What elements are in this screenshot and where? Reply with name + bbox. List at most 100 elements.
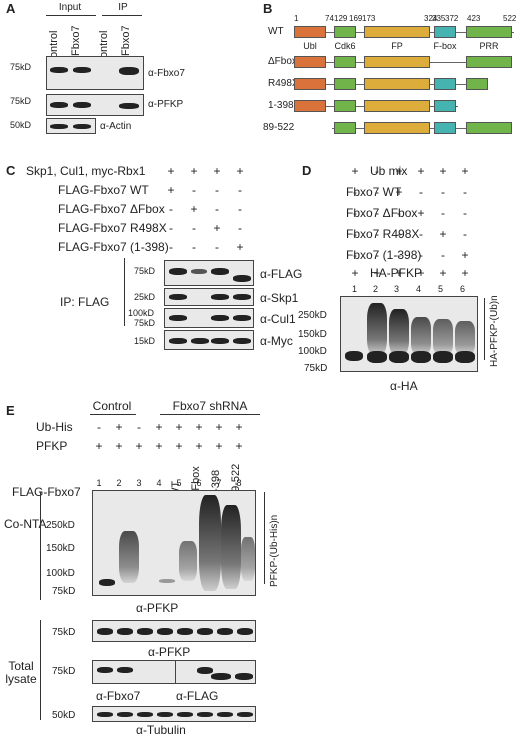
condition-sign: + — [190, 202, 198, 216]
western-blot-flag — [164, 260, 254, 286]
condition-sign: - — [375, 227, 379, 241]
condition-sign: + — [439, 164, 447, 178]
input-label: Input — [58, 2, 82, 13]
mw-marker: 75kD — [52, 586, 76, 597]
residue-position: 74 — [325, 14, 334, 23]
antibody-label: α-HA — [390, 379, 418, 393]
condition-sign: + — [351, 266, 359, 280]
condition-sign: + — [395, 266, 403, 280]
mw-marker: 25kD — [134, 292, 156, 302]
condition-label: FLAG-Fbxo7 — [12, 485, 81, 499]
mw-marker: 150kD — [46, 543, 75, 554]
mw-marker: 75kD — [52, 627, 76, 638]
domain-label: FP — [391, 41, 403, 51]
lane-number: 5 — [176, 478, 182, 488]
ubl-domain — [294, 78, 326, 90]
conta-bracket — [40, 492, 41, 600]
fbox-domain — [434, 78, 456, 90]
condition-sign: - — [238, 202, 242, 216]
fbox-domain — [434, 100, 456, 112]
condition-label: Ub mix — [370, 164, 408, 178]
condition-sign: + — [175, 420, 183, 434]
lane-number: 5 — [438, 284, 444, 294]
total-lysate-bracket — [40, 620, 41, 720]
condition-sign: + — [195, 439, 203, 453]
prr-domain — [466, 56, 512, 68]
antibody-label: α-Tubulin — [136, 723, 186, 737]
fp-domain — [364, 122, 430, 134]
condition-sign: - — [441, 185, 445, 199]
condition-sign: - — [238, 221, 242, 235]
condition-sign: + — [95, 439, 103, 453]
lane-number: 3 — [136, 478, 142, 488]
antibody-label: α-Actin — [100, 121, 132, 132]
ip-bracket — [124, 258, 125, 326]
conta-label: Co-NTA — [4, 517, 47, 531]
residue-position: 169 — [349, 14, 363, 23]
condition-sign: + — [235, 439, 243, 453]
lane-number: 4 — [156, 478, 162, 488]
condition-label: Skp1, Cul1, myc-Rbx1 — [26, 164, 146, 178]
condition-sign: + — [155, 439, 163, 453]
mw-marker: 75kD — [304, 363, 328, 374]
condition-sign: + — [236, 240, 244, 254]
condition-sign: + — [417, 206, 425, 220]
condition-sign: + — [215, 439, 223, 453]
western-blot-ha — [340, 296, 478, 372]
ub-bracket — [484, 298, 485, 360]
lane-number: 3 — [394, 284, 400, 294]
ubiquitinated-label: HA-PFKP-(Ub)n — [489, 295, 500, 367]
mw-marker: 150kD — [298, 329, 327, 340]
condition-label: Fbxo7 WT — [346, 185, 402, 199]
cdk6-domain — [334, 122, 356, 134]
condition-sign: + — [213, 164, 221, 178]
condition-sign: + — [115, 420, 123, 434]
condition-sign: + — [461, 248, 469, 262]
condition-sign: - — [215, 240, 219, 254]
fp-domain — [364, 78, 430, 90]
input-underline — [46, 15, 96, 16]
condition-sign: + — [373, 266, 381, 280]
antibody-label: α-Cul1 — [260, 312, 296, 326]
condition-sign: - — [169, 202, 173, 216]
ubl-domain — [294, 56, 326, 68]
lane-number: 2 — [116, 478, 122, 488]
antibody-label: α-FLAG — [176, 689, 219, 703]
residue-position: 423 — [467, 14, 481, 23]
antibody-label: α-Myc — [260, 334, 293, 348]
antibody-label: α-PFKP — [148, 99, 184, 110]
western-blot-lysate-fbxo7-flag — [92, 660, 256, 684]
condition-label: Fbxo7 R498X — [346, 227, 420, 241]
condition-sign: - — [238, 183, 242, 197]
mw-marker: 100kD — [298, 346, 327, 357]
lane-number: 1 — [96, 478, 102, 488]
mw-marker: 100kD — [128, 308, 155, 318]
residue-position: 522 — [503, 14, 517, 23]
condition-sign: - — [375, 248, 379, 262]
mw-marker: 75kD — [134, 266, 156, 276]
panel-e-letter: E — [6, 403, 15, 418]
mw-marker: 75kD — [134, 318, 156, 328]
condition-sign: + — [155, 420, 163, 434]
condition-sign: - — [137, 420, 141, 434]
mw-marker: 50kD — [10, 120, 32, 130]
domain-label: Ubl — [303, 41, 317, 51]
condition-sign: + — [351, 164, 359, 178]
antibody-label: α-PFKP — [148, 645, 191, 659]
condition-label: FLAG-Fbxo7 ΔFbox — [58, 202, 165, 216]
condition-sign: - — [215, 202, 219, 216]
ubiquitinated-label: PFKP-(Ub-His)n — [269, 514, 280, 587]
condition-label: FLAG-Fbxo7 WT — [58, 183, 149, 197]
western-blot-lysate-pfkp — [92, 620, 256, 642]
condition-sign: + — [461, 266, 469, 280]
condition-label: Fbxo7 ΔFbox — [346, 206, 418, 220]
western-blot-skp1 — [164, 288, 254, 306]
residue-position: 335 — [432, 14, 446, 23]
condition-label: HA-PFKP — [370, 266, 423, 280]
mw-marker: 75kD — [52, 666, 76, 677]
prr-domain — [466, 26, 512, 38]
condition-sign: - — [375, 185, 379, 199]
construct-label: WT — [268, 26, 284, 37]
condition-sign: - — [215, 183, 219, 197]
mw-marker: 15kD — [134, 336, 156, 346]
